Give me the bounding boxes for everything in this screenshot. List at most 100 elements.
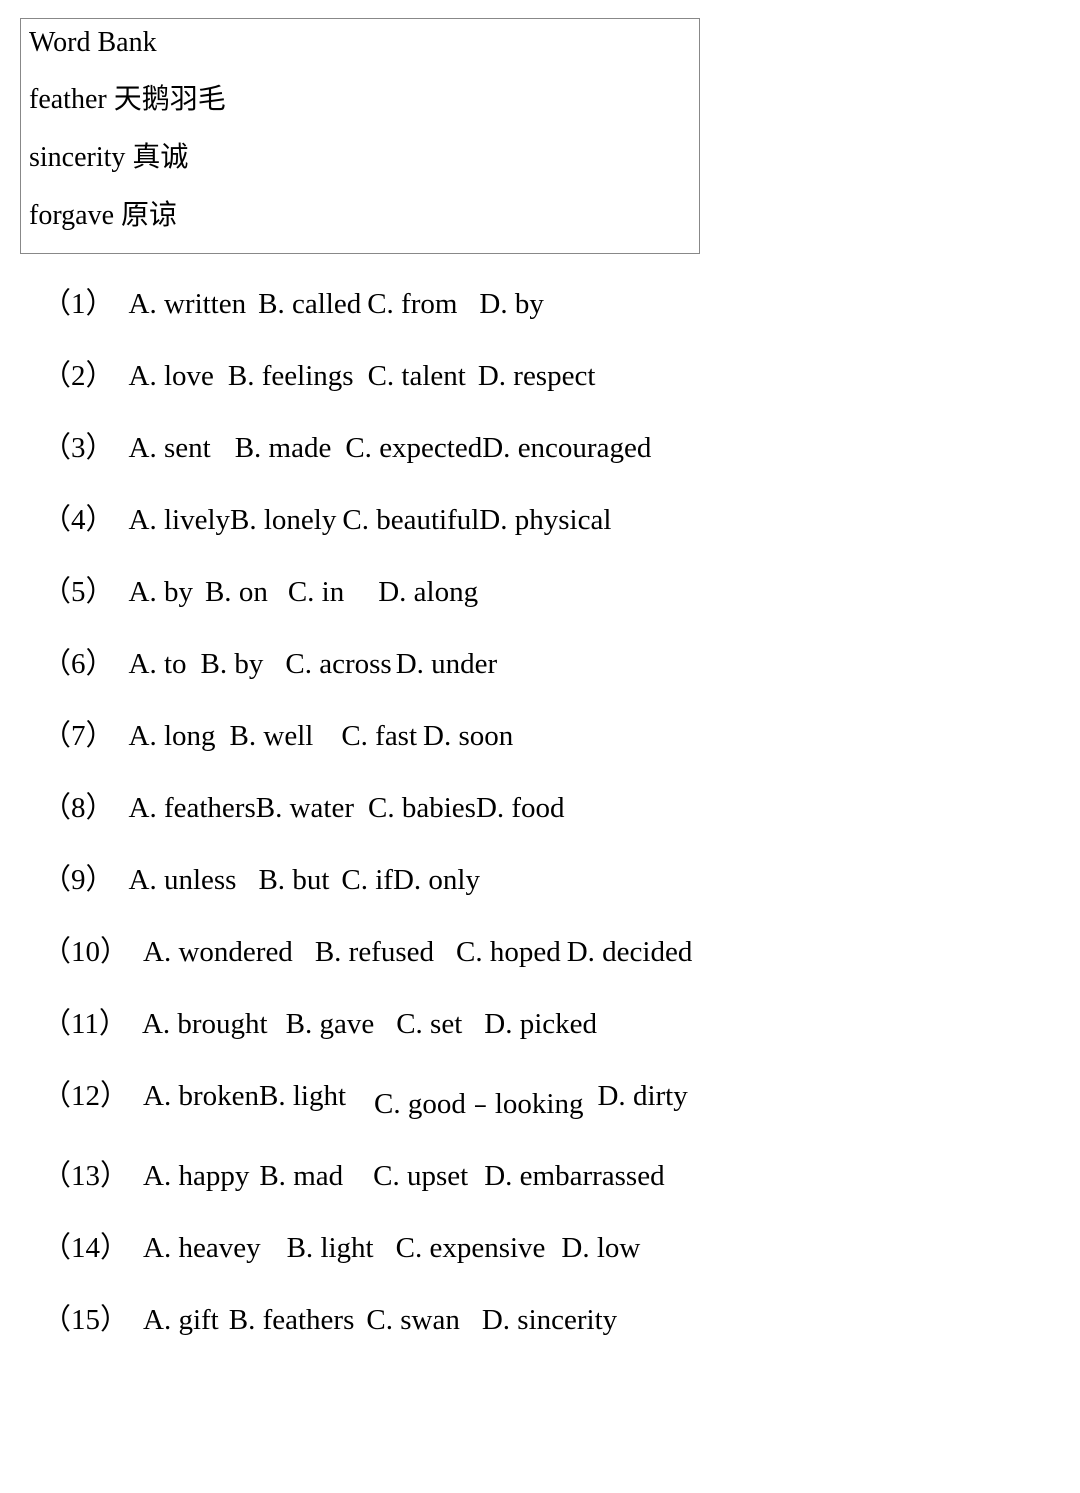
- option-letter: B.: [258, 864, 285, 896]
- option-a[interactable]: A. broken: [143, 1080, 259, 1122]
- option-c[interactable]: C. upset: [373, 1160, 468, 1193]
- option-b[interactable]: B. well: [230, 720, 314, 753]
- option-c[interactable]: C. hoped: [456, 936, 561, 969]
- option-a[interactable]: A. feathers: [129, 792, 256, 825]
- option-text: swan: [393, 1304, 460, 1336]
- option-c[interactable]: C. talent: [368, 360, 466, 393]
- option-c[interactable]: C. expensive: [396, 1232, 546, 1265]
- option-a[interactable]: A. love: [129, 360, 214, 393]
- option-b[interactable]: B. lonely: [230, 504, 336, 537]
- option-c[interactable]: C. set: [396, 1008, 462, 1041]
- option-a[interactable]: A. by: [129, 576, 193, 609]
- option-b[interactable]: B. but: [258, 864, 329, 897]
- option-d[interactable]: D. respect: [478, 360, 596, 393]
- option-d[interactable]: D. sincerity: [482, 1304, 617, 1337]
- option-text: long: [157, 720, 216, 752]
- option-c[interactable]: C. babies: [368, 792, 476, 825]
- option-letter: C.: [342, 504, 369, 536]
- option-text: broken: [171, 1080, 259, 1112]
- option-d[interactable]: D. by: [479, 288, 543, 321]
- option-text: light: [286, 1080, 346, 1112]
- option-d[interactable]: D. only: [393, 864, 480, 897]
- option-a[interactable]: A. gift: [143, 1304, 219, 1337]
- option-b[interactable]: B. made: [235, 432, 332, 465]
- option-a[interactable]: A. heavey: [143, 1232, 261, 1265]
- option-text: refused: [341, 936, 434, 968]
- option-text: by: [508, 288, 544, 320]
- option-d[interactable]: D. picked: [484, 1008, 597, 1041]
- option-c[interactable]: C. if: [341, 864, 393, 897]
- option-d[interactable]: D. food: [476, 792, 565, 825]
- option-b[interactable]: B. mad: [259, 1160, 343, 1193]
- option-b[interactable]: B. light: [287, 1232, 374, 1265]
- option-b[interactable]: B. on: [205, 576, 268, 609]
- option-text: respect: [506, 360, 595, 392]
- option-b[interactable]: B. called: [258, 288, 361, 321]
- option-a[interactable]: A. unless: [129, 864, 237, 897]
- option-d[interactable]: D. encouraged: [482, 432, 651, 465]
- option-letter: D.: [478, 360, 506, 392]
- option-text: well: [256, 720, 313, 752]
- option-b[interactable]: B. gave: [286, 1008, 375, 1041]
- question-number: （4）: [42, 496, 115, 538]
- option-text: picked: [512, 1008, 597, 1040]
- option-a[interactable]: A. to: [129, 648, 187, 681]
- option-c[interactable]: C. good﹣looking: [374, 1080, 583, 1122]
- option-text: by: [227, 648, 263, 680]
- option-c[interactable]: C. swan: [366, 1304, 459, 1337]
- option-text: across: [312, 648, 392, 680]
- option-a[interactable]: A. sent: [129, 432, 211, 465]
- option-text: gave: [312, 1008, 374, 1040]
- option-a[interactable]: A. brought: [142, 1008, 268, 1041]
- option-text: from: [394, 288, 458, 320]
- option-text: encouraged: [510, 432, 651, 464]
- option-c[interactable]: C. from: [367, 288, 457, 321]
- option-letter: B.: [258, 288, 285, 320]
- option-b[interactable]: B. feathers: [229, 1304, 355, 1337]
- option-text: feelings: [255, 360, 354, 392]
- option-a[interactable]: A. written: [129, 288, 247, 321]
- options-group: A. love B. feelings C. talent D. respect: [129, 360, 596, 393]
- option-letter: D.: [423, 720, 451, 752]
- word-bank-word: feather: [29, 84, 107, 115]
- question-number: （13）: [42, 1152, 129, 1194]
- question-number: （11）: [42, 1000, 128, 1042]
- option-b[interactable]: B. by: [201, 648, 264, 681]
- option-d[interactable]: D. soon: [423, 720, 513, 753]
- option-text: light: [313, 1232, 373, 1264]
- options-group: A. gift B. feathers C. swan D. sincerity: [143, 1304, 617, 1337]
- option-letter: A.: [129, 864, 157, 896]
- option-b[interactable]: B. refused: [315, 936, 434, 969]
- option-text: if: [368, 864, 393, 896]
- option-d[interactable]: D. physical: [479, 504, 611, 537]
- option-c[interactable]: C. beautiful: [342, 504, 479, 537]
- option-text: upset: [400, 1160, 468, 1192]
- option-letter: A.: [129, 360, 157, 392]
- option-d[interactable]: D. under: [396, 648, 497, 681]
- option-a[interactable]: A. lively: [129, 504, 231, 537]
- option-b[interactable]: B. water: [256, 792, 354, 825]
- option-d[interactable]: D. dirty: [597, 1080, 687, 1122]
- option-d[interactable]: D. decided: [567, 936, 693, 969]
- option-c[interactable]: C. across: [285, 648, 391, 681]
- option-letter: B.: [287, 1232, 314, 1264]
- question-row: （11） A. brought B. gave C. set D. picked: [42, 1000, 1060, 1042]
- option-a[interactable]: A. wondered: [143, 936, 293, 969]
- option-a[interactable]: A. happy: [143, 1160, 249, 1193]
- option-c[interactable]: C. expected: [345, 432, 482, 465]
- option-letter: A.: [143, 1304, 171, 1336]
- option-b[interactable]: B. feelings: [228, 360, 354, 393]
- option-c[interactable]: C. in: [288, 576, 344, 609]
- question-row: （1）A. writtenB. calledC. fromD. by: [42, 280, 1060, 322]
- question-number: （10）: [42, 928, 129, 970]
- option-b[interactable]: B. light: [259, 1080, 346, 1122]
- question-row: （15）A. giftB. feathersC. swanD. sincerit…: [42, 1296, 1060, 1338]
- option-c[interactable]: C. fast: [341, 720, 417, 753]
- option-d[interactable]: D. along: [378, 576, 478, 609]
- options-group: A. happy B. mad C. upset D. embarrassed: [143, 1160, 665, 1193]
- option-d[interactable]: D. low: [561, 1232, 640, 1265]
- option-text: dirty: [626, 1080, 688, 1112]
- option-text: called: [285, 288, 361, 320]
- option-a[interactable]: A. long: [129, 720, 216, 753]
- option-d[interactable]: D. embarrassed: [484, 1160, 664, 1193]
